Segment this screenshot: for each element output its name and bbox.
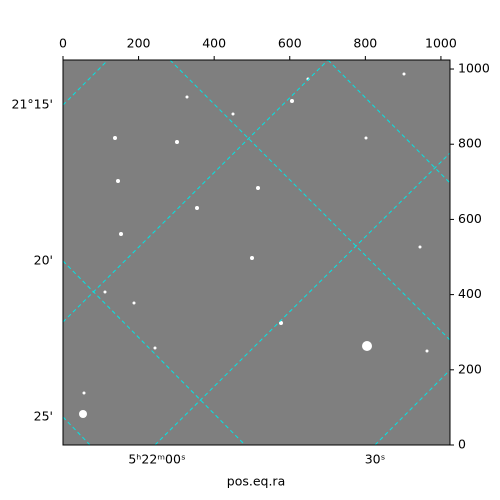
ra-label: 30ˢ [365, 452, 386, 467]
y-tick-label: 200 [458, 361, 482, 376]
x-tick-label: 200 [127, 36, 151, 51]
x-tick-label: 400 [202, 36, 226, 51]
x-tick-label: 800 [353, 36, 377, 51]
y-tick-label: 400 [458, 286, 482, 301]
stars [79, 72, 429, 418]
ra-label: 5ʰ22ᵐ00ˢ [128, 452, 185, 467]
dec-label: 20' [34, 253, 53, 268]
y-tick-label: 800 [458, 136, 482, 151]
x-tick-label: 0 [59, 36, 67, 51]
frame [62, 59, 451, 446]
dec-label: 21°15' [12, 97, 54, 112]
y-tick-label: 600 [458, 211, 482, 226]
x-tick-label: 600 [278, 36, 302, 51]
dec-label: 25' [34, 409, 53, 424]
image [63, 60, 450, 445]
x-tick-label: 1000 [425, 36, 457, 51]
x-axis-label: pos.eq.ra [227, 474, 285, 489]
y-tick-label: 0 [458, 437, 466, 452]
y-tick-label: 1000 [458, 61, 490, 76]
coordinate-grid [62, 59, 451, 446]
